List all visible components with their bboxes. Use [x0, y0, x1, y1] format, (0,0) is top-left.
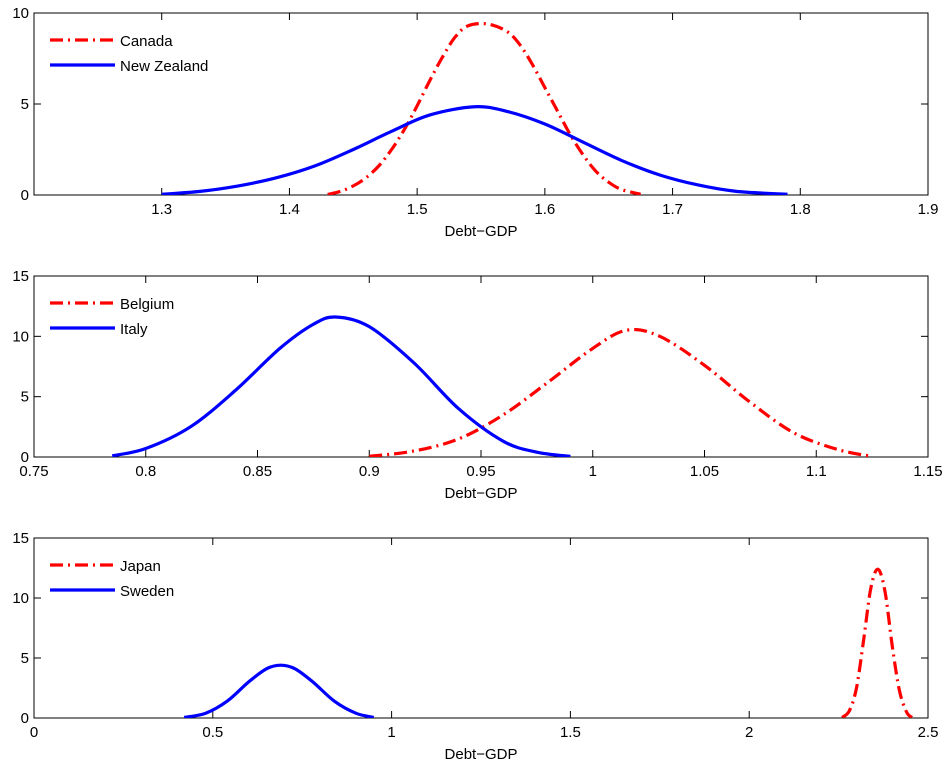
chart-panel-1: 1.3 1.4 1.5 1.6 1.7 1.8 1.9 0 5 10 Debt−GDP Canada N… — [12, 5, 938, 240]
legend-entry: Canada — [120, 33, 173, 50]
x-tick-label: 1.8 — [790, 201, 811, 218]
legend-entry: Italy — [120, 321, 148, 338]
x-tick-label: 2.5 — [918, 724, 939, 741]
plot-area — [183, 567, 914, 718]
axes-box — [33, 537, 929, 719]
x-tick-label: 1.4 — [279, 201, 300, 218]
x-tick-label: 1 — [387, 724, 395, 741]
y-tick-label: 10 — [12, 590, 29, 607]
legend: Canada New Zealand — [50, 33, 208, 75]
legend-entry: Japan — [120, 558, 161, 575]
x-tick-label: 1 — [589, 463, 597, 480]
x-tick-label: 0.9 — [359, 463, 380, 480]
axes-box — [33, 12, 929, 196]
series-line-sweden — [183, 663, 375, 718]
y-tick-label: 5 — [21, 650, 29, 667]
x-tick-label: 0 — [30, 724, 38, 741]
x-tick-label: 1.05 — [690, 463, 719, 480]
x-axis-label: Debt−GDP — [445, 485, 518, 502]
y-tick-label: 10 — [12, 5, 29, 22]
series-line-japan — [841, 567, 914, 718]
plot-area — [111, 315, 873, 457]
x-tick-label: 2 — [745, 724, 753, 741]
x-tick-label: 0.95 — [466, 463, 495, 480]
y-tick-label: 0 — [21, 449, 29, 466]
x-tick-label: 1.7 — [662, 201, 683, 218]
legend: Japan Sweden — [50, 558, 174, 600]
y-tick-label: 15 — [12, 268, 29, 285]
series-line-new-zealand — [161, 105, 788, 195]
x-tick-label: 1.6 — [534, 201, 555, 218]
plot-area — [161, 21, 788, 195]
legend-entry: Belgium — [120, 296, 174, 313]
y-tick-label: 15 — [12, 530, 29, 547]
x-tick-label: 0.85 — [243, 463, 272, 480]
x-tick-label: 0.75 — [19, 463, 48, 480]
x-tick-label: 1.9 — [918, 201, 939, 218]
x-tick-label: 0.5 — [202, 724, 223, 741]
legend-entry: Sweden — [120, 583, 174, 600]
x-axis-label: Debt−GDP — [445, 746, 518, 763]
y-tick-label: 5 — [21, 96, 29, 113]
series-line-canada — [327, 21, 642, 195]
x-tick-label: 1.15 — [913, 463, 942, 480]
chart-panel-2: 0.75 0.8 0.85 0.9 0.95 1 1.05 1.1 1.15 0 5 10 15 Debt… — [12, 268, 942, 502]
x-tick-label: 1.1 — [806, 463, 827, 480]
x-tick-label: 1.5 — [407, 201, 428, 218]
x-axis-label: Debt−GDP — [445, 223, 518, 240]
series-line-italy — [111, 315, 571, 457]
y-tick-label: 5 — [21, 389, 29, 406]
legend: Belgium Italy — [50, 296, 174, 338]
chart-panel-3: 0 0.5 1 1.5 2 2.5 0 5 10 15 Debt−GDP Japan Sweden — [12, 530, 938, 763]
x-tick-label: 0.8 — [135, 463, 156, 480]
y-tick-label: 0 — [21, 187, 29, 204]
y-tick-label: 10 — [12, 328, 29, 345]
y-tick-label: 0 — [21, 710, 29, 727]
x-tick-label: 1.3 — [151, 201, 172, 218]
legend-entry: New Zealand — [120, 58, 208, 75]
x-tick-label: 1.5 — [560, 724, 581, 741]
